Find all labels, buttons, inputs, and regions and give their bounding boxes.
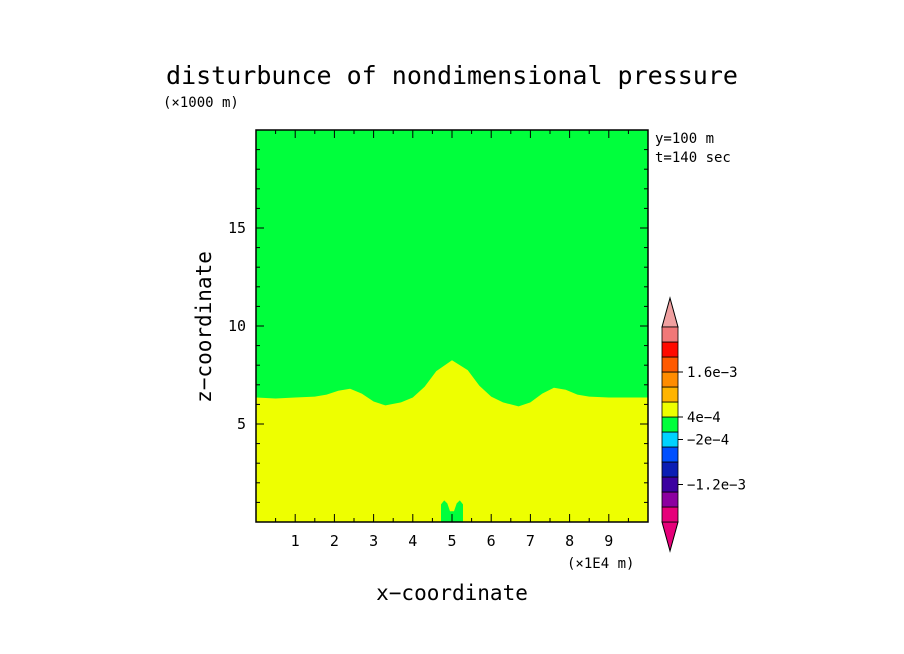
y-tick-label: 10 bbox=[228, 317, 246, 335]
y-tick-label: 5 bbox=[237, 415, 246, 433]
x-tick-label: 9 bbox=[604, 532, 613, 550]
colorbar-label: −2e−4 bbox=[687, 433, 729, 449]
x-tick-label: 4 bbox=[408, 532, 417, 550]
x-tick-label: 1 bbox=[291, 532, 300, 550]
y-axis-label: z−coordinate bbox=[192, 251, 216, 403]
colorbar-swatch bbox=[661, 401, 679, 418]
colorbar-swatch bbox=[661, 356, 679, 373]
colorbar-swatch bbox=[661, 461, 679, 478]
plot-area bbox=[255, 129, 649, 523]
colorbar-swatch bbox=[661, 416, 679, 433]
colorbar-swatch bbox=[661, 476, 679, 493]
colorbar-label: −1.2e−3 bbox=[687, 478, 746, 494]
x-axis-label: x−coordinate bbox=[376, 581, 528, 605]
x-tick-label: 3 bbox=[369, 532, 378, 550]
colorbar-label: 1.6e−3 bbox=[687, 365, 738, 381]
upper-region bbox=[256, 130, 648, 407]
x-tick-label: 8 bbox=[565, 532, 574, 550]
annotation-t: t=140 sec bbox=[655, 150, 731, 166]
colorbar-swatch bbox=[661, 431, 679, 448]
annotation-y: y=100 m bbox=[655, 131, 714, 147]
colorbar-swatch bbox=[661, 386, 679, 403]
x-axis-ticks: 1 2 3 4 5 6 7 8 9 bbox=[255, 130, 649, 550]
surface-bumps-region bbox=[441, 500, 463, 522]
chart-title: disturbunce of nondimensional pressure bbox=[166, 61, 738, 90]
colorbar-label: 4e−4 bbox=[687, 410, 721, 426]
colorbar-min-triangle bbox=[661, 521, 679, 553]
y-unit-label: (×1000 m) bbox=[163, 95, 239, 111]
y-axis-ticks: 5 10 15 bbox=[228, 129, 648, 523]
colorbar-swatch bbox=[661, 326, 679, 343]
x-tick-label: 7 bbox=[526, 532, 535, 550]
colorbar: 1.6e−3 4e−4 −2e−4 −1.2e−3 bbox=[661, 296, 746, 553]
colorbar-swatch bbox=[661, 371, 679, 388]
y-tick-label: 15 bbox=[228, 219, 246, 237]
colorbar-swatch bbox=[661, 491, 679, 508]
x-tick-label: 6 bbox=[487, 532, 496, 550]
x-tick-label: 2 bbox=[330, 532, 339, 550]
colorbar-swatch bbox=[661, 446, 679, 463]
x-unit-label: (×1E4 m) bbox=[567, 556, 634, 572]
x-tick-label: 5 bbox=[447, 532, 456, 550]
colorbar-max-triangle bbox=[661, 296, 679, 328]
colorbar-swatch bbox=[661, 341, 679, 358]
colorbar-swatch bbox=[661, 506, 679, 523]
